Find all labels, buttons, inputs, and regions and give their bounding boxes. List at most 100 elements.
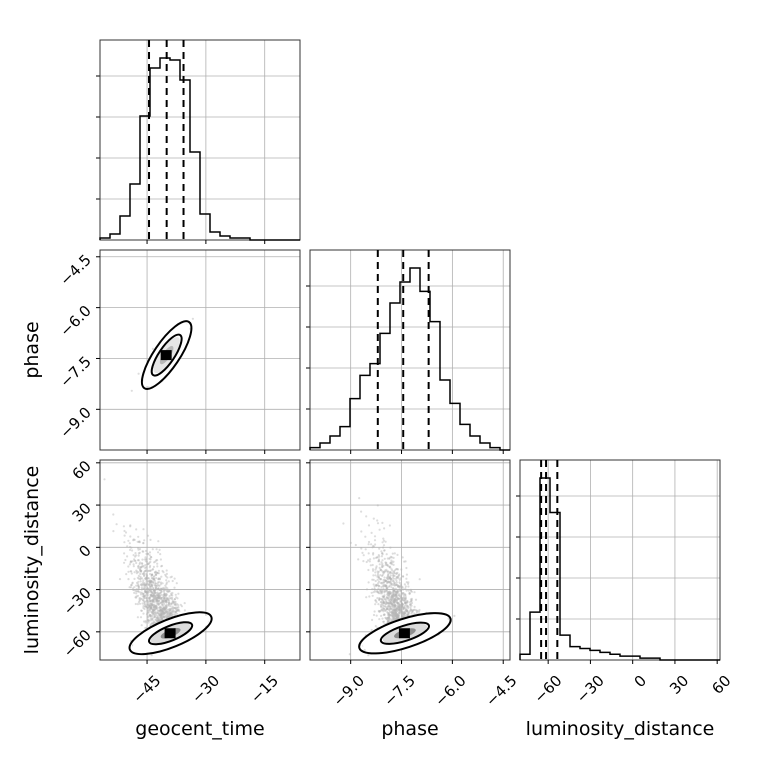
scatter-point <box>390 612 393 615</box>
scatter-point <box>191 317 194 320</box>
scatter-point <box>152 598 155 601</box>
scatter-point <box>177 606 180 609</box>
scatter-point <box>148 609 151 612</box>
scatter-point <box>157 596 160 599</box>
scatter-point <box>158 595 161 598</box>
scatter-point <box>171 607 175 610</box>
scatter-point <box>152 599 155 603</box>
scatter-point <box>155 596 158 599</box>
scatter-point <box>127 578 130 581</box>
scatter-point <box>142 572 145 576</box>
scatter-point <box>147 618 150 622</box>
scatter-point <box>129 570 132 573</box>
scatter-point <box>154 584 157 587</box>
scatter-point <box>157 603 160 606</box>
scatter-point <box>149 599 152 602</box>
scatter-point <box>153 589 156 592</box>
scatter-point <box>142 599 145 602</box>
scatter-point <box>153 575 156 578</box>
scatter-point <box>142 542 145 545</box>
scatter-point <box>165 600 168 604</box>
scatter-point <box>159 614 163 617</box>
scatter-point <box>150 580 153 583</box>
scatter-point <box>156 584 159 587</box>
panel-frame <box>99 39 301 241</box>
scatter-point <box>153 579 156 583</box>
scatter-point <box>145 596 148 600</box>
scatter-point <box>159 614 162 617</box>
scatter-point <box>150 606 153 609</box>
scatter-point <box>389 592 392 595</box>
scatter-point <box>158 584 161 587</box>
scatter-point <box>367 524 371 527</box>
scatter-point <box>150 573 153 576</box>
scatter-point <box>137 548 140 551</box>
scatter-point <box>176 597 179 600</box>
scatter-point <box>158 588 161 592</box>
scatter-point <box>376 572 380 575</box>
scatter-point <box>150 602 153 605</box>
scatter-point <box>165 607 168 610</box>
scatter-point <box>174 611 177 614</box>
scatter-point <box>175 609 179 612</box>
panel-frame <box>519 459 721 661</box>
scatter-point <box>158 599 161 602</box>
scatter-point <box>156 594 159 597</box>
scatter-point <box>159 611 163 614</box>
scatter-point <box>135 569 138 572</box>
scatter-point <box>133 538 136 542</box>
scatter-point <box>139 566 142 569</box>
scatter-point <box>400 603 403 607</box>
scatter-point <box>147 619 150 623</box>
scatter-point <box>144 586 147 590</box>
scatter-point <box>131 581 134 584</box>
scatter-point <box>125 573 128 576</box>
scatter-point <box>149 619 152 622</box>
scatter-point <box>155 571 159 574</box>
scatter-point <box>142 606 145 610</box>
scatter-point <box>155 586 158 590</box>
scatter-point <box>166 590 169 593</box>
scatter-point <box>404 601 407 605</box>
scatter-point <box>142 574 146 578</box>
scatter-point <box>170 603 173 606</box>
scatter-point <box>139 580 142 583</box>
y-tick-label: −9.0 <box>56 403 94 441</box>
scatter-point <box>135 592 138 595</box>
scatter-point <box>144 560 147 563</box>
scatter-point <box>141 558 144 561</box>
scatter-point <box>379 604 382 607</box>
scatter-point <box>162 612 165 615</box>
scatter-point <box>162 608 166 611</box>
scatter-point <box>159 616 162 620</box>
scatter-point <box>145 591 148 594</box>
scatter-point <box>149 564 152 568</box>
scatter-point <box>150 580 153 583</box>
scatter-point <box>142 605 145 608</box>
scatter-point <box>152 593 155 597</box>
scatter-point <box>145 578 148 581</box>
scatter-point <box>382 607 386 610</box>
scatter-point <box>165 616 168 620</box>
scatter-point <box>161 610 164 613</box>
scatter-point <box>381 559 384 562</box>
scatter-point <box>149 624 152 627</box>
scatter-point <box>174 604 177 607</box>
scatter-point <box>157 569 160 572</box>
scatter-point <box>160 593 163 597</box>
scatter-point <box>165 596 168 599</box>
scatter-point <box>155 598 158 601</box>
scatter-point <box>169 614 172 618</box>
scatter-point <box>382 620 385 623</box>
scatter-point <box>157 601 160 604</box>
scatter-point <box>144 605 147 608</box>
scatter-point <box>149 586 152 589</box>
scatter-point <box>148 583 151 586</box>
scatter-point <box>148 590 151 593</box>
scatter-point <box>148 554 151 557</box>
scatter-point <box>158 596 161 600</box>
scatter-point <box>150 591 154 594</box>
scatter-point <box>156 616 159 619</box>
scatter-point <box>135 595 138 598</box>
scatter-point <box>160 617 163 620</box>
